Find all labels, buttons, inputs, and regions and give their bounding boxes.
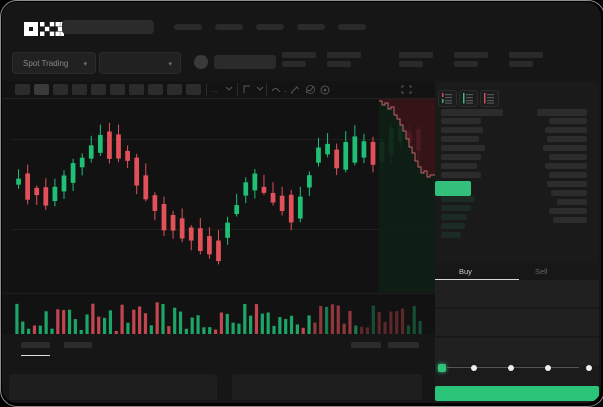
svg-text:…: …: [211, 87, 218, 94]
